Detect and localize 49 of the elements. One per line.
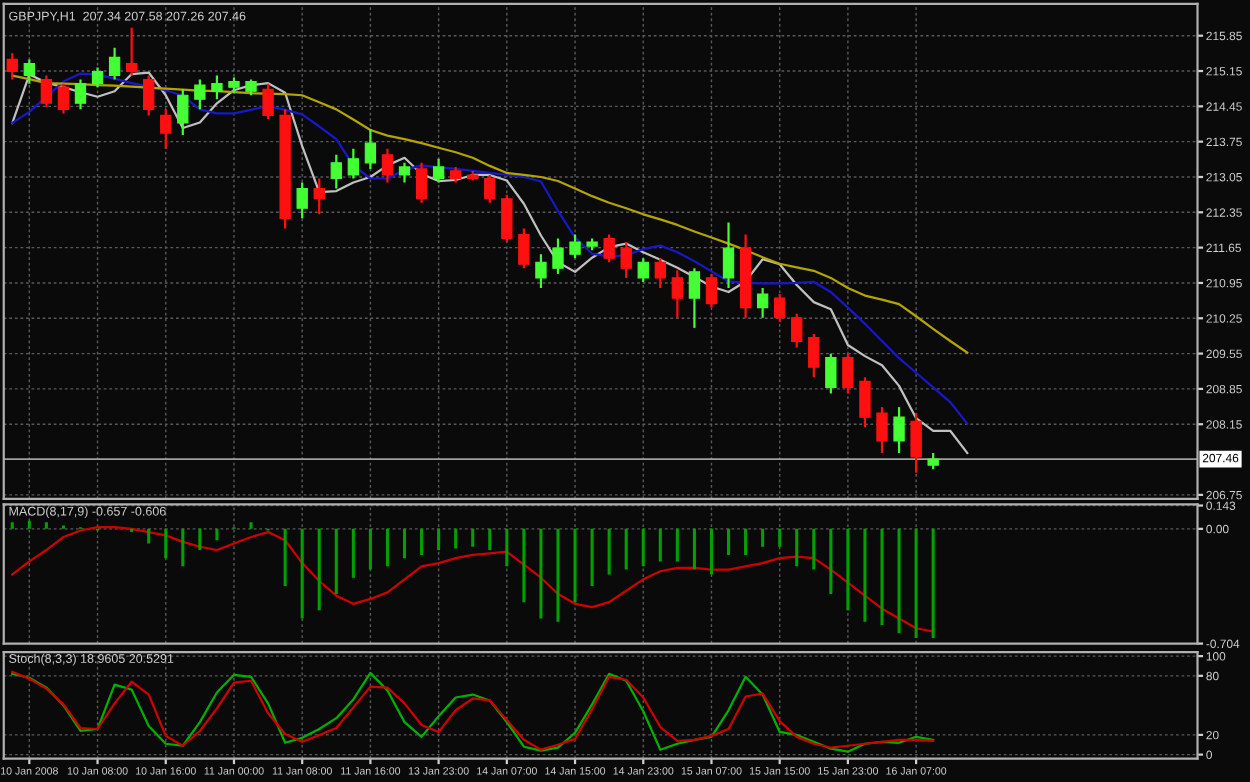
candlestick xyxy=(637,257,649,284)
candlestick xyxy=(654,257,666,290)
candlestick xyxy=(40,74,53,109)
candlestick xyxy=(535,253,547,290)
candlestick xyxy=(432,157,445,184)
candlestick xyxy=(484,173,496,204)
candlestick xyxy=(6,52,18,81)
candlestick xyxy=(791,312,803,349)
candlestick xyxy=(364,127,377,171)
line-series xyxy=(11,74,969,354)
candlestick xyxy=(910,412,922,474)
candlestick xyxy=(705,272,718,309)
candlestick xyxy=(415,161,428,204)
candlestick xyxy=(774,292,786,323)
candlestick xyxy=(125,26,138,77)
candlestick xyxy=(211,74,223,101)
candlestick xyxy=(825,352,837,395)
candlestick xyxy=(57,82,70,115)
candlestick xyxy=(296,181,308,220)
candlestick xyxy=(398,161,411,184)
candlestick xyxy=(74,78,87,111)
candlestick xyxy=(569,233,581,260)
candlestick xyxy=(603,233,615,264)
candlestick xyxy=(842,352,854,395)
candlestick xyxy=(313,177,325,216)
line-series xyxy=(11,526,935,633)
candlestick xyxy=(177,88,189,137)
candlestick xyxy=(194,78,206,111)
candlestick xyxy=(671,269,684,319)
candlestick xyxy=(808,332,820,379)
candlestick xyxy=(756,286,769,319)
candlestick xyxy=(381,147,394,184)
candlestick xyxy=(347,147,360,180)
candlestick xyxy=(552,237,564,275)
candlestick xyxy=(160,108,172,150)
candlestick xyxy=(859,376,871,429)
candlestick xyxy=(108,46,121,81)
candlestick xyxy=(143,74,155,117)
candlestick xyxy=(620,240,632,280)
candlestick xyxy=(23,58,36,85)
candlestick xyxy=(262,82,274,121)
candlestick xyxy=(518,227,530,270)
candlestick xyxy=(91,66,104,89)
candlestick xyxy=(876,405,888,455)
candlestick xyxy=(893,405,905,455)
candlestick xyxy=(722,221,735,290)
candlestick xyxy=(688,267,701,329)
candlestick xyxy=(330,153,342,190)
candlestick xyxy=(501,193,513,244)
